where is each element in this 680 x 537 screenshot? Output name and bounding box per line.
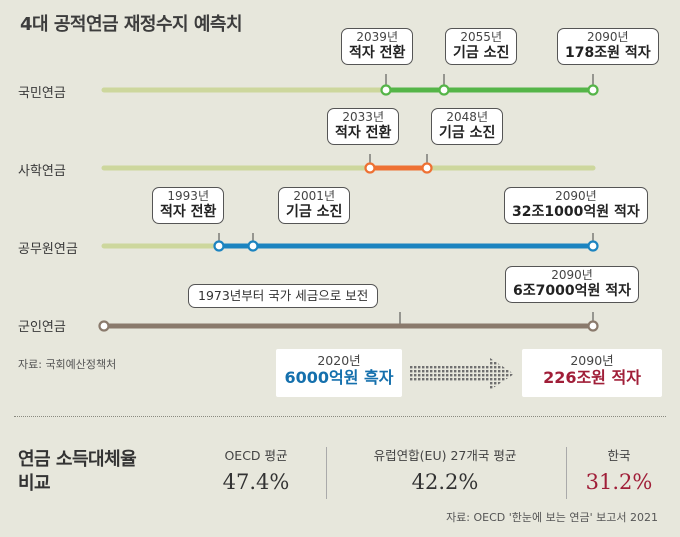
timeline-marker bbox=[380, 84, 392, 96]
summary-year: 2020년 bbox=[317, 353, 361, 368]
callout-year: 2039년 bbox=[356, 30, 398, 44]
timeline-marker bbox=[587, 84, 599, 96]
callout-year: 2048년 bbox=[446, 110, 488, 124]
replacement-rate-title-line1: 연금 소득대체율 bbox=[18, 449, 137, 470]
row-label-civil-servant: 공무원연금 bbox=[18, 242, 78, 257]
callout-event: 기금 소진 bbox=[286, 203, 343, 220]
callout-military-2090: 2090년 6조7000억원 적자 bbox=[505, 266, 639, 303]
replacement-value: 42.2% bbox=[411, 470, 479, 494]
callout-national-depletion: 2055년 기금 소진 bbox=[445, 28, 518, 65]
replacement-oecd: OECD 평균 47.4% bbox=[196, 445, 316, 494]
row-label-private-school: 사학연금 bbox=[18, 164, 66, 179]
callout-event: 6조7000억원 적자 bbox=[513, 282, 631, 299]
callout-event: 기금 소진 bbox=[453, 44, 510, 61]
callout-event: 기금 소진 bbox=[439, 124, 496, 141]
summary-2020-box: 2020년 6000억원 흑자 bbox=[276, 349, 402, 397]
callout-national-deficit: 2039년 적자 전환 bbox=[341, 28, 414, 65]
timeline-marker bbox=[587, 320, 599, 332]
callout-year: 2001년 bbox=[293, 189, 335, 203]
transition-arrow-icon bbox=[410, 358, 514, 390]
timeline-marker bbox=[438, 84, 450, 96]
source-note: 자료: 국회예산정책처 bbox=[18, 358, 117, 371]
timeline-marker bbox=[247, 240, 259, 252]
oecd-source-note: 자료: OECD '한눈에 보는 연금' 보고서 2021 bbox=[446, 511, 658, 524]
timeline-marker bbox=[421, 162, 433, 174]
callout-event: 1973년부터 국가 세금으로 보전 bbox=[198, 288, 369, 303]
replacement-value: 47.4% bbox=[222, 470, 290, 494]
timeline-chart bbox=[98, 74, 599, 332]
timeline-marker bbox=[364, 162, 376, 174]
chart-title: 4대 공적연금 재정수지 예측치 bbox=[20, 14, 243, 35]
column-separator bbox=[566, 447, 567, 499]
callout-event: 32조1000억원 적자 bbox=[512, 203, 640, 220]
replacement-category: OECD 평균 bbox=[224, 448, 288, 463]
section-divider bbox=[14, 416, 666, 417]
callout-year: 2033년 bbox=[342, 110, 384, 124]
replacement-category: 한국 bbox=[607, 448, 631, 463]
callout-civil-2090: 2090년 32조1000억원 적자 bbox=[504, 187, 648, 224]
replacement-rate-title-line2: 비교 bbox=[18, 473, 51, 495]
callout-year: 2090년 bbox=[555, 189, 597, 203]
summary-2090-box: 2090년 226조원 적자 bbox=[522, 349, 662, 397]
callout-event: 적자 전환 bbox=[160, 203, 217, 220]
row-label-military: 군인연금 bbox=[18, 320, 66, 335]
timeline-marker bbox=[213, 240, 225, 252]
callout-event: 적자 전환 bbox=[349, 44, 406, 61]
callout-event: 178조원 적자 bbox=[565, 44, 651, 61]
callout-civil-deficit: 1993년 적자 전환 bbox=[152, 187, 225, 224]
replacement-category: 유럽연합(EU) 27개국 평균 bbox=[373, 448, 517, 463]
callout-event: 적자 전환 bbox=[335, 124, 392, 141]
replacement-korea: 한국 31.2% bbox=[576, 445, 662, 494]
replacement-value: 31.2% bbox=[585, 470, 653, 494]
callout-year: 2090년 bbox=[551, 268, 593, 282]
summary-deficit-value: 226조원 적자 bbox=[543, 368, 641, 387]
callout-civil-depletion: 2001년 기금 소진 bbox=[278, 187, 351, 224]
callout-national-2090: 2090년 178조원 적자 bbox=[557, 28, 659, 65]
callout-year: 2055년 bbox=[460, 30, 502, 44]
callout-private-deficit: 2033년 적자 전환 bbox=[327, 108, 400, 145]
row-label-national: 국민연금 bbox=[18, 86, 66, 101]
callout-year: 2090년 bbox=[587, 30, 629, 44]
timeline-marker bbox=[98, 320, 110, 332]
replacement-eu: 유럽연합(EU) 27개국 평균 42.2% bbox=[336, 445, 554, 494]
column-separator bbox=[326, 447, 327, 499]
replacement-rate-title: 연금 소득대체율 비교 bbox=[18, 448, 137, 497]
timeline-marker bbox=[587, 240, 599, 252]
summary-surplus-value: 6000억원 흑자 bbox=[284, 368, 394, 387]
callout-year: 1993년 bbox=[167, 189, 209, 203]
callout-military-tax: 1973년부터 국가 세금으로 보전 bbox=[188, 284, 379, 309]
callout-private-depletion: 2048년 기금 소진 bbox=[431, 108, 504, 145]
summary-year: 2090년 bbox=[570, 353, 614, 368]
